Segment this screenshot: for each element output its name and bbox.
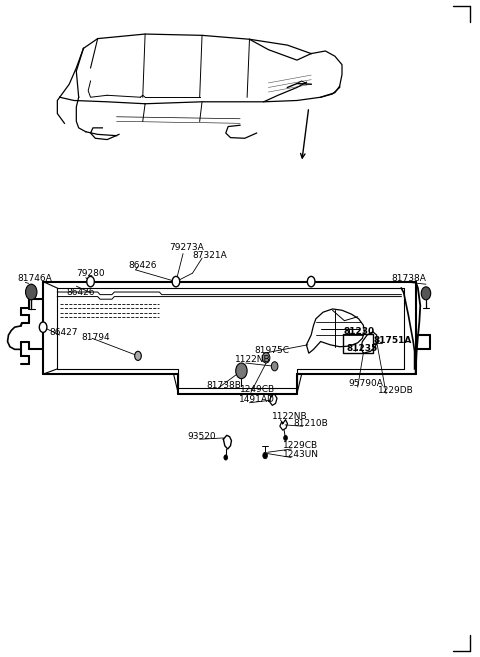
Circle shape [87,277,95,287]
Text: 1122NB: 1122NB [235,355,271,365]
Circle shape [307,277,315,287]
Text: 81210B: 81210B [293,419,328,428]
Text: 81975C: 81975C [254,346,289,355]
Bar [343,334,373,353]
Text: 81794: 81794 [81,332,110,342]
Text: 1491AD: 1491AD [239,395,275,404]
Text: 86426: 86426 [67,288,96,297]
Text: 86426: 86426 [129,261,157,270]
Circle shape [172,277,180,287]
Text: 86427: 86427 [49,328,78,337]
Circle shape [421,287,431,300]
Circle shape [224,455,228,460]
Text: 81746A: 81746A [17,274,52,283]
Text: 81230: 81230 [343,327,374,336]
Text: 79280: 79280 [76,269,105,278]
Circle shape [284,436,288,441]
Circle shape [236,363,247,378]
Text: 1229DB: 1229DB [378,386,413,395]
Text: 1229CB: 1229CB [283,441,318,449]
Text: 81738B: 81738B [207,381,241,390]
Circle shape [135,351,141,361]
Text: 79273A: 79273A [169,242,204,252]
Text: 95790A: 95790A [348,380,383,388]
Circle shape [262,353,270,363]
Circle shape [271,362,278,371]
Circle shape [263,452,267,459]
Text: 81738A: 81738A [392,274,427,283]
Text: 93520: 93520 [188,432,216,441]
Text: 81235: 81235 [347,344,378,353]
Text: 1243UN: 1243UN [283,450,319,459]
Text: 87321A: 87321A [192,251,228,260]
Circle shape [39,322,47,332]
Circle shape [25,284,37,300]
Text: 81751A: 81751A [374,336,412,345]
Text: 1249CB: 1249CB [240,384,275,394]
Text: 1122NB: 1122NB [272,412,307,421]
